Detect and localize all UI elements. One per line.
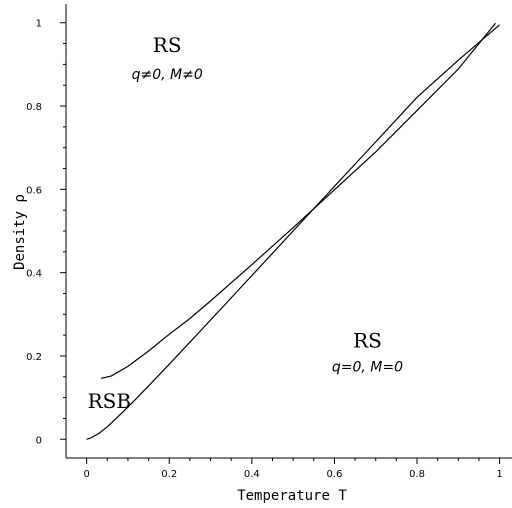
rs-bottom-label: RS [353,329,382,353]
y-tick-label: 0.6 [26,185,42,196]
rsb-label: RSB [88,389,131,413]
lower-transition-curve [86,24,500,440]
y-axis-title: Density ρ [12,194,28,270]
x-tick-label: 0 [83,469,89,480]
x-tick-label: 0.4 [244,469,260,480]
y-tick-label: 1 [36,19,42,30]
rs-top-sublabel: q≠0, M≠0 [132,67,203,83]
upper-transition-curve [100,22,496,379]
x-tick-label: 0.8 [409,469,425,480]
rs-top-label: RS [153,33,182,57]
region-annotations: RS q≠0, M≠0 RS q=0, M=0 RSB [88,33,403,413]
y-tick-label: 0.2 [26,352,42,363]
x-axis-title: Temperature T [237,488,347,504]
curves [86,22,500,440]
tick-labels: 0 0.2 0.4 0.6 0.8 1 0 0.2 0.4 0.6 0.8 1 [26,19,503,480]
x-tick-label: 0.6 [326,469,342,480]
rs-bottom-sublabel: q=0, M=0 [332,359,403,375]
tick-marks [60,22,501,464]
y-tick-label: 0 [36,435,42,446]
y-tick-label: 0.4 [26,269,42,280]
x-tick-label: 1 [496,469,502,480]
x-tick-label: 0.2 [161,469,177,480]
y-tick-label: 0.8 [26,102,42,113]
